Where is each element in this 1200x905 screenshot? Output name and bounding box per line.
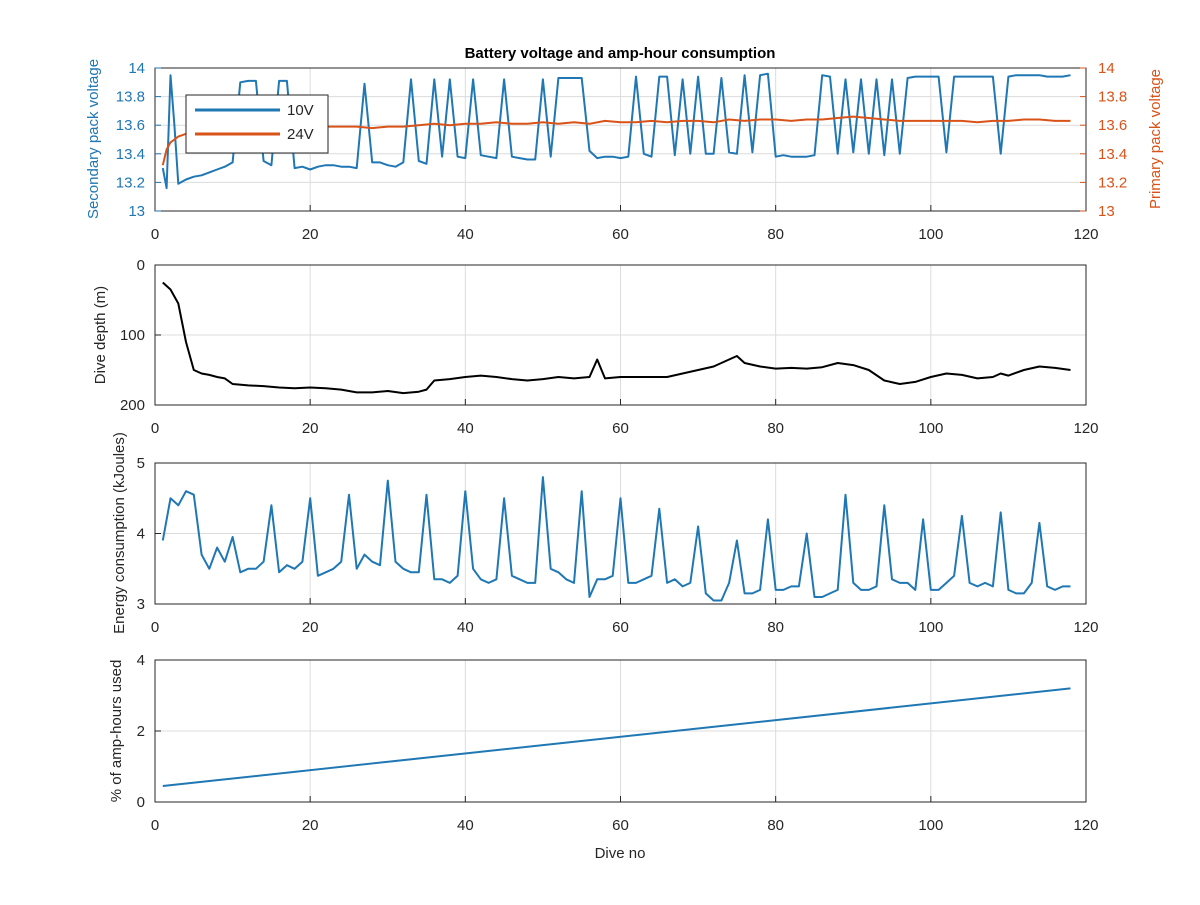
voltage-y-right-tick-label: 14 xyxy=(1098,60,1115,77)
depth-y-axis-label: Dive depth (m) xyxy=(92,286,109,384)
energy-y-tick-label: 3 xyxy=(137,596,145,613)
energy-y-tick-label: 5 xyxy=(137,455,145,472)
voltage-x-tick-label: 0 xyxy=(151,226,159,243)
amphour-x-tick-label: 0 xyxy=(151,817,159,834)
energy-y-ticks: 3 4 5 xyxy=(137,455,161,613)
amphour-y-axis-label: % of amp-hours used xyxy=(108,660,125,803)
voltage-y-tick-label: 13.6 xyxy=(116,117,145,134)
voltage-x-tick-label: 100 xyxy=(918,226,943,243)
amphour-x-tick-label: 120 xyxy=(1073,817,1098,834)
energy-subplot: 0 20 40 60 80 100 120 3 4 5 Energy consumption (… xyxy=(111,432,1099,636)
depth-x-tick-label: 60 xyxy=(612,420,629,437)
voltage-y-right-tick-label: 13 xyxy=(1098,203,1115,220)
chart-title: Battery voltage and amp-hour consumption xyxy=(465,45,776,62)
voltage-y-ticks-right: 13 13.2 13.4 13.6 13.8 14 xyxy=(1080,60,1127,220)
energy-x-tick-label: 100 xyxy=(918,619,943,636)
depth-subplot: 0 20 40 60 80 100 120 0 100 200 Dive depth (m) xyxy=(92,257,1099,437)
depth-x-tick-label: 100 xyxy=(918,420,943,437)
voltage-y-tick-label: 13.2 xyxy=(116,174,145,191)
depth-x-tick-label: 80 xyxy=(767,420,784,437)
amphour-subplot: 0 20 40 60 80 100 120 024 % of amp-hours used … xyxy=(108,652,1099,862)
voltage-y-tick-label: 14 xyxy=(128,60,145,77)
legend-box xyxy=(185,94,329,154)
amphour-y-tick-label: 2 xyxy=(137,723,145,740)
energy-x-tick-label: 60 xyxy=(612,619,629,636)
depth-series xyxy=(162,281,1071,395)
x-axis-label: Dive no xyxy=(595,845,646,862)
amphour-x-tick-label: 20 xyxy=(302,817,319,834)
voltage-y-right-tick-label: 13.6 xyxy=(1098,117,1127,134)
legend-label-24v: 24V xyxy=(287,126,314,143)
depth-x-ticks: 0 20 40 60 80 100 120 xyxy=(151,399,1099,437)
energy-x-tick-label: 80 xyxy=(767,619,784,636)
voltage-y-ticks: 13 13.2 13.4 13.6 13.8 14 xyxy=(116,60,161,220)
energy-x-ticks: 0 20 40 60 80 100 120 xyxy=(151,598,1099,636)
amphour-y-tick-label: 4 xyxy=(137,652,145,669)
depth-line xyxy=(162,281,1071,395)
depth-y-tick-label: 200 xyxy=(120,397,145,414)
energy-series xyxy=(161,476,1071,602)
voltage-y-right-tick-label: 13.2 xyxy=(1098,174,1127,191)
voltage-x-tick-label: 60 xyxy=(612,226,629,243)
amphour-x-tick-label: 60 xyxy=(612,817,629,834)
depth-x-tick-label: 40 xyxy=(457,420,474,437)
voltage-x-tick-label: 80 xyxy=(767,226,784,243)
voltage-x-tick-label: 20 xyxy=(302,226,319,243)
amphour-series xyxy=(162,687,1071,787)
voltage-y-right-tick-label: 13.4 xyxy=(1098,146,1127,163)
amphour-y-tick-label: 0 xyxy=(137,794,145,811)
amphour-line xyxy=(162,687,1071,787)
voltage-y-tick-label: 13 xyxy=(128,203,145,220)
energy-grid xyxy=(155,463,1086,604)
voltage-y-tick-label: 13.4 xyxy=(116,146,145,163)
legend-label-10v: 10V xyxy=(287,102,314,119)
y-axis-label-left: Secondary pack voltage xyxy=(85,59,102,219)
energy-x-tick-label: 20 xyxy=(302,619,319,636)
series-10v-line xyxy=(161,72,1071,190)
legend: 10V 24V xyxy=(185,94,329,154)
energy-x-tick-label: 40 xyxy=(457,619,474,636)
depth-x-tick-label: 0 xyxy=(151,420,159,437)
energy-y-tick-label: 4 xyxy=(137,526,145,543)
voltage-x-ticks: 0 20 40 60 80 100 120 xyxy=(151,205,1099,243)
energy-line xyxy=(161,476,1071,602)
amphour-x-tick-label: 80 xyxy=(767,817,784,834)
depth-y-tick-label: 100 xyxy=(120,327,145,344)
y-axis-label-right: Primary pack voltage xyxy=(1147,69,1164,209)
depth-x-tick-label: 120 xyxy=(1073,420,1098,437)
voltage-y-right-tick-label: 13.8 xyxy=(1098,89,1127,106)
depth-grid xyxy=(155,265,1086,405)
amphour-y-ticks: 0 2 4 xyxy=(137,652,161,811)
voltage-x-tick-label: 40 xyxy=(457,226,474,243)
amphour-x-tick-label: 40 xyxy=(457,817,474,834)
amphour-grid xyxy=(155,660,1086,802)
depth-x-tick-label: 20 xyxy=(302,420,319,437)
energy-y-axis-label: Energy consumption (kJoules) xyxy=(111,432,128,634)
energy-x-tick-label: 0 xyxy=(151,619,159,636)
energy-x-tick-label: 120 xyxy=(1073,619,1098,636)
depth-y-ticks: 0 100 200 xyxy=(120,257,161,414)
depth-y-tick-label: 0 xyxy=(137,257,145,274)
voltage-x-tick-label: 120 xyxy=(1073,226,1098,243)
voltage-y-tick-label: 13.8 xyxy=(116,89,145,106)
amphour-x-tick-label: 100 xyxy=(918,817,943,834)
amphour-x-ticks: 0 20 40 60 80 100 120 xyxy=(151,796,1099,834)
